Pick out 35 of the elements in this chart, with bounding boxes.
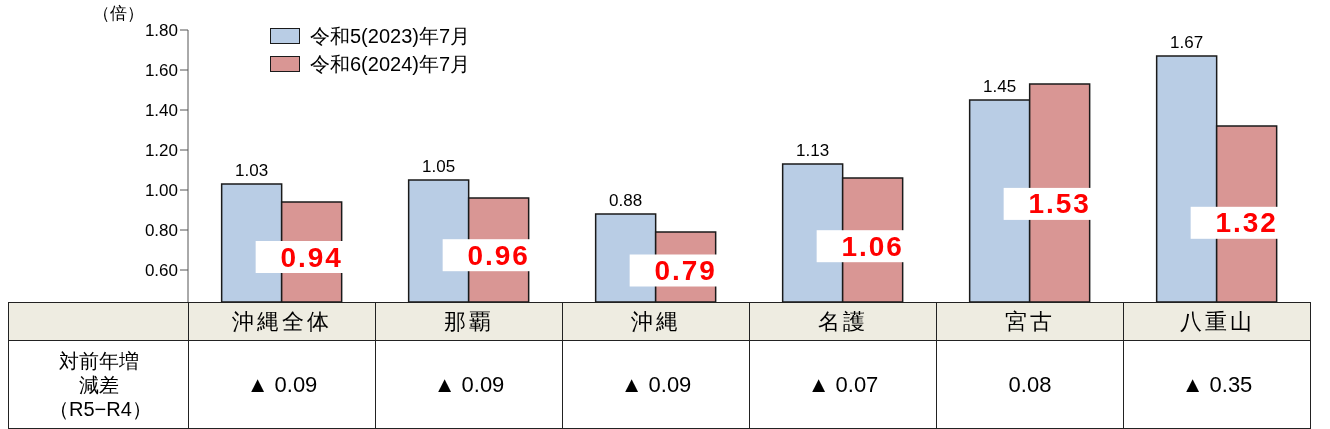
- data-label: 0.94: [280, 241, 343, 273]
- y-tick-label: 1.40: [144, 101, 178, 121]
- text: 0.08: [936, 340, 1124, 429]
- data-label: 0.79: [654, 255, 717, 286]
- y-tick-label: 1.80: [144, 21, 178, 41]
- data-label: 1.03: [235, 161, 269, 180]
- y-tick-label: 0.80: [144, 221, 178, 241]
- data-label: 1.67: [1170, 33, 1204, 52]
- x-tick-label: 那覇: [375, 302, 563, 341]
- data-label: 1.45: [983, 77, 1017, 96]
- y-tick-label: 1.00: [144, 181, 178, 201]
- text: ▲ 0.09: [375, 340, 563, 429]
- y-tick-label: 0.60: [144, 261, 178, 281]
- x-tick-label: 八重山: [1123, 302, 1311, 341]
- x-tick-label: 宮古: [936, 302, 1124, 341]
- text: ▲ 0.07: [749, 340, 937, 429]
- data-label: 1.32: [1215, 207, 1278, 239]
- legend-label: 令和6(2024)年7月: [310, 51, 471, 77]
- legend-label: 令和5(2023)年7月: [310, 23, 471, 49]
- text: ▲ 0.35: [1123, 340, 1311, 429]
- y-tick-label: 1.60: [144, 61, 178, 81]
- x-tick-label: 名護: [749, 302, 937, 341]
- data-label: 0.88: [609, 191, 643, 210]
- data-label: 0.96: [467, 239, 530, 271]
- y-axis-title: （倍）: [93, 3, 144, 25]
- y-tick-label: 1.20: [144, 141, 178, 161]
- data-label: 1.13: [796, 141, 830, 160]
- data-label: 1.06: [841, 230, 904, 262]
- text: ▲ 0.09: [188, 340, 376, 429]
- x-tick-label: 沖縄全体: [188, 302, 376, 341]
- x-tick-label: 沖縄: [562, 302, 750, 341]
- text: 対前年増減差（R5−R4）: [8, 340, 189, 429]
- data-label: 1.05: [422, 157, 456, 176]
- data-label: 1.53: [1028, 188, 1091, 220]
- text: ▲ 0.09: [562, 340, 750, 429]
